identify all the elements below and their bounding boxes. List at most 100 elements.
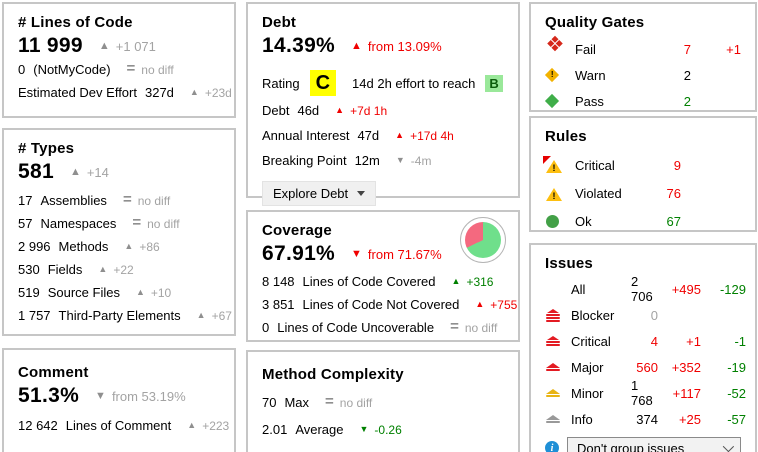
issues-table: All 2 706 +495 -129 Blocker 0 Critical 4… bbox=[545, 274, 746, 432]
group-issues-dropdown[interactable]: Don't group issues bbox=[567, 437, 741, 452]
panel-title: Debt bbox=[262, 14, 297, 31]
rating-row: Rating C 14d 2h effort to reach B bbox=[262, 68, 504, 98]
panel-issues: Issues All 2 706 +495 -129 Blocker 0 Cri… bbox=[529, 243, 757, 452]
rule-label: Ok bbox=[575, 213, 592, 229]
metric-row-namespaces: 57 Namespaces no diff bbox=[18, 212, 220, 235]
metric-row-third-party: 1 757 Third-Party Elements +67 bbox=[18, 304, 232, 327]
row-delta: +755 bbox=[490, 297, 518, 312]
quality-gate-row-fail[interactable]: Fail 7 +1 bbox=[545, 35, 741, 63]
major-icon bbox=[545, 363, 560, 371]
issue-added: +1 bbox=[686, 333, 701, 349]
panel-title: Rules bbox=[545, 128, 587, 145]
issue-count: 2 706 bbox=[631, 274, 653, 304]
rules-row-violated[interactable]: ! Violated 76 bbox=[545, 180, 741, 206]
debt-value: 14.39% bbox=[262, 34, 336, 57]
row-value: 519 bbox=[18, 285, 40, 300]
row-label: Lines of Comment bbox=[65, 418, 172, 433]
metric-row-source-files: 519 Source Files +10 bbox=[18, 281, 220, 304]
issue-label: Major bbox=[571, 359, 604, 375]
metric-row-breaking-point: Breaking Point 12m -4m bbox=[262, 148, 504, 173]
fail-icon bbox=[547, 35, 575, 63]
metric-row-methods: 2 996 Methods +86 bbox=[18, 235, 220, 258]
metric-row-not-covered: 3 851 Lines of Code Not Covered +755 bbox=[262, 293, 517, 316]
row-label: Methods bbox=[58, 239, 109, 254]
panel-lines-of-code: # Lines of Code 11 999 +1 071 0 (NotMyCo… bbox=[2, 2, 236, 118]
issue-removed: -129 bbox=[719, 281, 746, 297]
trend-up-icon: +22 bbox=[98, 263, 133, 277]
panel-rules: Rules ! Critical 9 ! Violated 76 Ok 67 bbox=[529, 116, 757, 232]
issue-added: +495 bbox=[671, 281, 701, 297]
row-label: Third-Party Elements bbox=[58, 308, 181, 323]
row-value: 0 bbox=[262, 320, 270, 335]
issue-count: 1 768 bbox=[631, 378, 653, 408]
info-severity-icon bbox=[545, 415, 560, 423]
row-label: Lines of Code Uncoverable bbox=[277, 320, 435, 335]
lines-of-code-delta: +1 071 bbox=[115, 38, 156, 54]
row-delta: no diff bbox=[137, 193, 171, 208]
row-delta: -4m bbox=[410, 153, 432, 168]
panel-title: Issues bbox=[545, 255, 593, 272]
row-delta: no diff bbox=[339, 395, 373, 410]
rule-label: Critical bbox=[575, 157, 615, 173]
row-delta: +17d 4h bbox=[410, 128, 454, 143]
comment-delta: from 53.19% bbox=[111, 388, 186, 404]
issue-removed: -1 bbox=[734, 333, 746, 349]
row-delta: +67 bbox=[211, 308, 232, 323]
trend-up-icon: +316 bbox=[452, 275, 493, 289]
metric-row-average: 2.01 Average -0.26 bbox=[262, 418, 504, 441]
rating-effort-text: 14d 2h effort to reach bbox=[352, 75, 476, 91]
row-delta: -0.26 bbox=[374, 422, 402, 437]
row-value: 8 148 bbox=[262, 274, 295, 289]
metric-row-assemblies: 17 Assemblies no diff bbox=[18, 189, 220, 212]
critical-icon bbox=[545, 336, 560, 346]
panel-title: # Lines of Code bbox=[18, 14, 133, 31]
gate-delta: +1 bbox=[726, 41, 741, 57]
quality-gate-row-warn[interactable]: ! Warn 2 bbox=[544, 63, 741, 87]
gate-value: 2 bbox=[683, 67, 691, 83]
trend-up-icon: +10 bbox=[136, 286, 171, 300]
row-value: 70 bbox=[262, 395, 277, 410]
violated-rule-icon: ! bbox=[545, 186, 563, 201]
trend-up-icon: +86 bbox=[124, 240, 159, 254]
row-label: Lines of Code Not Covered bbox=[302, 297, 460, 312]
row-value: 530 bbox=[18, 262, 40, 277]
trend-down-icon: from 53.19% bbox=[95, 389, 186, 404]
row-value: 17 bbox=[18, 193, 33, 208]
issues-footer: i Don't group issues bbox=[545, 437, 741, 452]
rule-label: Violated bbox=[575, 185, 622, 201]
trend-up-icon: +67 bbox=[197, 309, 232, 323]
no-diff-icon: no diff bbox=[450, 321, 497, 335]
no-diff-icon: no diff bbox=[127, 63, 173, 77]
row-value: 47d bbox=[357, 128, 380, 143]
rules-row-critical[interactable]: ! Critical 9 bbox=[543, 152, 741, 178]
row-delta: +223 bbox=[202, 418, 230, 433]
debt-delta: from 13.09% bbox=[367, 38, 442, 54]
trend-up-icon: +755 bbox=[475, 298, 517, 312]
panel-comment: Comment 51.3% from 53.19% 12 642 Lines o… bbox=[2, 348, 236, 452]
critical-rule-icon: ! bbox=[543, 155, 563, 173]
explore-debt-button[interactable]: Explore Debt bbox=[262, 181, 377, 206]
info-icon: i bbox=[545, 441, 559, 452]
row-value: 57 bbox=[18, 216, 33, 231]
panel-quality-gates: Quality Gates Fail 7 +1 ! Warn 2 Pass 2 bbox=[529, 2, 757, 112]
rule-value: 76 bbox=[666, 185, 681, 201]
notmycode-value: 0 bbox=[18, 62, 26, 77]
row-delta: +22 bbox=[113, 262, 134, 277]
no-diff-icon: no diff bbox=[325, 396, 372, 410]
panel-title: Coverage bbox=[262, 222, 332, 239]
lines-of-code-value: 11 999 bbox=[18, 34, 83, 57]
row-label: Debt bbox=[262, 103, 290, 118]
blocker-icon bbox=[545, 308, 560, 322]
rating-label: Rating bbox=[262, 75, 300, 91]
rating-badge-target: B bbox=[485, 74, 503, 92]
rules-row-ok[interactable]: Ok 67 bbox=[545, 208, 741, 234]
row-value: 46d bbox=[297, 103, 320, 118]
quality-gate-row-pass[interactable]: Pass 2 bbox=[544, 89, 741, 113]
row-delta: +10 bbox=[150, 285, 172, 300]
trend-up-icon: +223 bbox=[187, 419, 229, 433]
issue-removed: -52 bbox=[727, 385, 746, 401]
issue-added: +352 bbox=[671, 359, 701, 375]
metric-row-max: 70 Max no diff bbox=[262, 391, 504, 414]
severity-icon-none bbox=[545, 276, 571, 302]
